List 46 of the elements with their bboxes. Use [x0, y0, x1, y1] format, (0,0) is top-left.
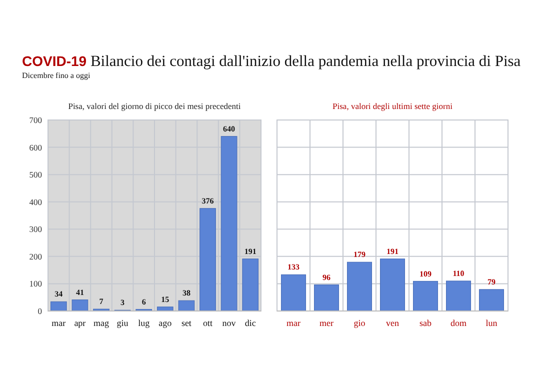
data-label: 179: [354, 250, 366, 260]
data-label: 376: [202, 196, 214, 206]
data-label: 109: [420, 269, 432, 278]
x-tick-label: giu: [116, 318, 129, 328]
y-tick-label: 200: [29, 251, 42, 262]
x-tick-label: ott: [202, 318, 213, 328]
data-label: 191: [244, 246, 256, 256]
y-tick-label: 300: [29, 224, 42, 234]
data-label: 3: [120, 298, 125, 308]
chart-title: Pisa, valori del giorno di picco dei mesi precedenti: [68, 101, 242, 111]
data-label: 34: [54, 290, 63, 299]
chart-title: Pisa, valori degli ultimi sette giorni: [332, 101, 454, 111]
text: COVID-19 Bilancio dei contagi dall'inizio della pandemia nella provincia di Pisa: [22, 53, 521, 70]
data-label: 640: [223, 124, 236, 134]
data-label: 133: [288, 262, 300, 272]
y-tick-label: 0: [38, 306, 42, 316]
x-tick-label: mag: [94, 318, 110, 328]
y-tick-label: 600: [29, 142, 42, 152]
x-tick-label: dic: [244, 318, 256, 328]
data-label: 79: [488, 277, 496, 286]
data-label: 6: [142, 297, 146, 306]
x-tick-label: gio: [354, 318, 366, 328]
data-label: 41: [76, 288, 84, 297]
data-label: 110: [452, 268, 464, 278]
y-tick-label: 400: [29, 196, 42, 207]
x-tick-label: ven: [386, 318, 400, 328]
x-tick-label: lug: [138, 318, 150, 328]
data-label: 7: [99, 297, 104, 306]
data-label: 15: [161, 294, 170, 304]
x-tick-label: apr: [74, 318, 86, 328]
x-tick-label: mer: [320, 318, 334, 328]
x-tick-label: lun: [486, 318, 498, 328]
x-tick-label: mar: [52, 318, 66, 328]
x-tick-label: nov: [222, 318, 236, 328]
y-tick-label: 500: [29, 170, 42, 180]
x-tick-label: mar: [286, 318, 300, 328]
x-tick-label: ago: [158, 318, 172, 328]
data-label: 96: [322, 272, 330, 282]
data-label: 38: [182, 288, 190, 298]
x-tick-label: dom: [450, 318, 467, 328]
x-tick-label: sab: [420, 318, 432, 328]
text: Dicembre fino a oggi: [22, 71, 91, 80]
y-tick-label: 700: [29, 114, 42, 125]
y-tick-label: 100: [29, 278, 42, 289]
x-tick-label: set: [181, 318, 192, 328]
data-label: 191: [386, 246, 398, 256]
